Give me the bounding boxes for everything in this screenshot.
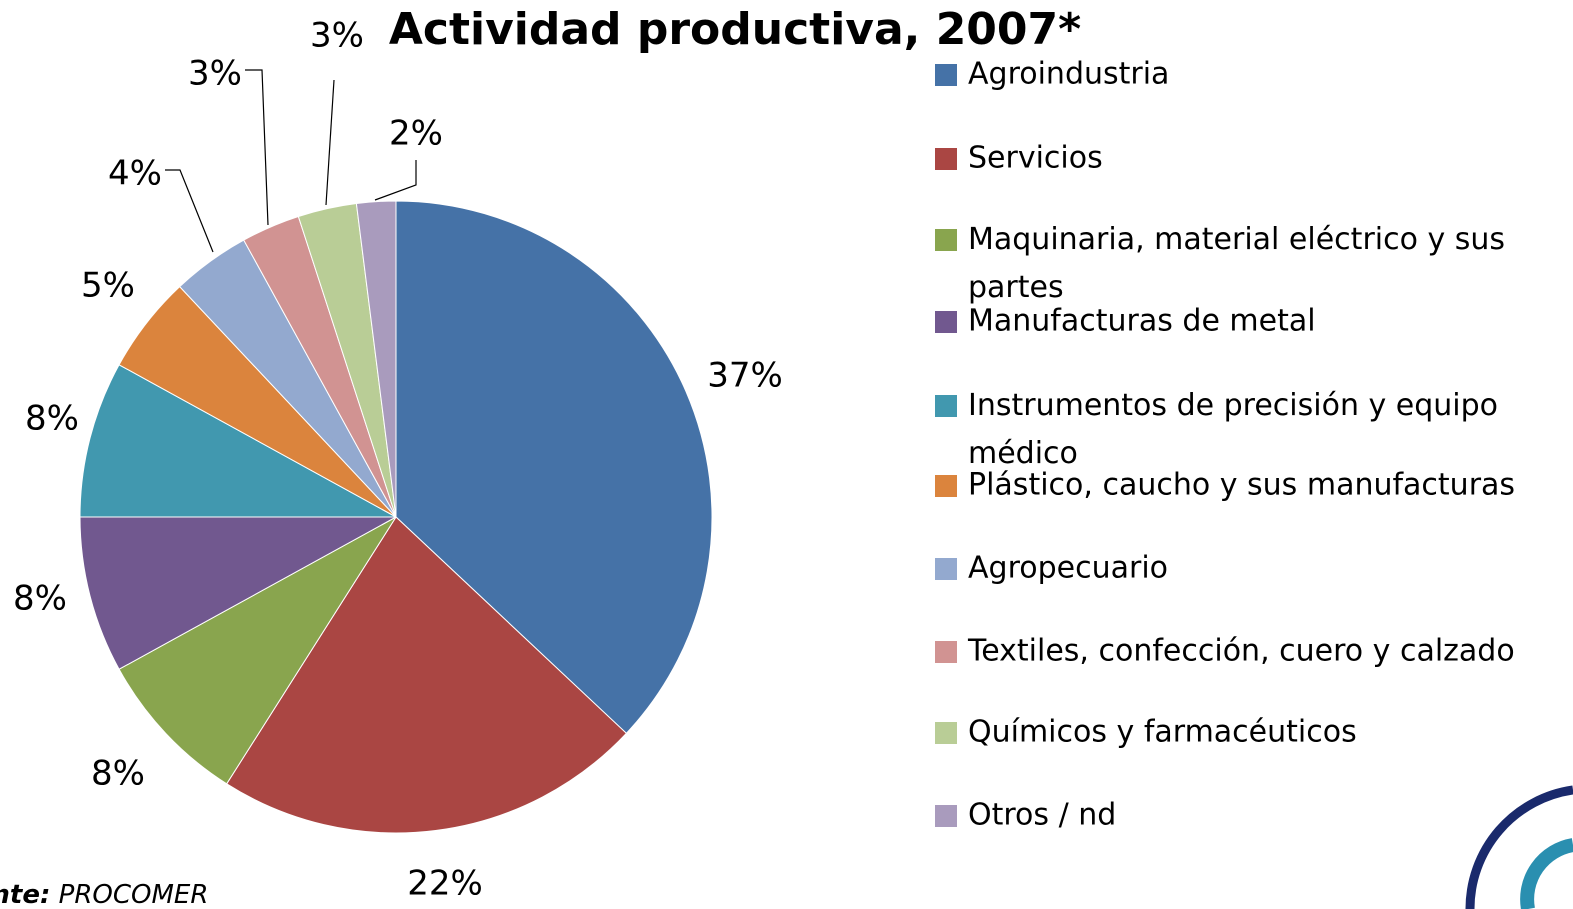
- data-label: 2%: [389, 114, 443, 154]
- legend-swatch: [935, 722, 957, 744]
- source-label: Fuente:: [0, 880, 50, 909]
- legend-swatch: [935, 475, 957, 497]
- legend-label: Manufacturas de metal: [968, 304, 1316, 339]
- leader-line: [245, 69, 269, 226]
- pie-slice: [355, 200, 397, 518]
- source: Fuente: PROCOMER: [0, 880, 208, 909]
- data-label: 3%: [310, 16, 364, 56]
- pie-slice: [225, 516, 628, 834]
- data-label: 3%: [188, 54, 242, 94]
- legend-swatch: [935, 558, 957, 580]
- data-label: 5%: [81, 266, 135, 306]
- legend-swatch: [935, 229, 957, 251]
- leader-line: [165, 169, 214, 253]
- legend-label: Agroindustria: [968, 57, 1169, 92]
- pie-slice: [79, 516, 397, 670]
- legend-label: Textiles, confección, cuero y calzado: [967, 634, 1515, 669]
- source-name: PROCOMER: [59, 880, 209, 909]
- data-label: 8%: [25, 399, 79, 439]
- data-label: 4%: [108, 154, 162, 194]
- data-label: 22%: [407, 864, 483, 904]
- legend-line: Maquinaria, material eléctrico y sus: [968, 222, 1505, 257]
- pie-slice: [395, 200, 713, 735]
- legend-swatch: [935, 311, 957, 333]
- legend-line: Instrumentos de precisión y equipo: [968, 388, 1498, 423]
- data-label: 8%: [91, 754, 145, 794]
- data-label: 8%: [13, 579, 67, 619]
- data-label: 37%: [707, 356, 783, 396]
- legend-label: Servicios: [968, 141, 1103, 176]
- legend-swatch: [935, 148, 957, 170]
- leader-line: [374, 160, 417, 201]
- chart-title: Actividad productiva, 2007*: [389, 4, 1081, 55]
- logo: [1465, 785, 1573, 909]
- legend-label: Plástico, caucho y sus manufacturas: [968, 468, 1515, 503]
- legend-label: Químicos y farmacéuticos: [968, 715, 1357, 750]
- legend-swatch: [935, 395, 957, 417]
- legend-label: Otros / nd: [968, 798, 1116, 833]
- legend-swatch: [935, 805, 957, 827]
- legend-swatch: [935, 641, 957, 663]
- legend-line: médico: [968, 436, 1078, 471]
- leader-line: [325, 79, 335, 206]
- legend-line: partes: [968, 270, 1064, 305]
- pie-slice: [118, 516, 397, 785]
- legend-swatch: [935, 64, 957, 86]
- pie-slice: [79, 364, 397, 518]
- legend-label: Agropecuario: [968, 551, 1168, 586]
- legend-label: Instrumentos de precisión y equipo médico: [968, 388, 1498, 471]
- legend-label: Maquinaria, material eléctrico y sus part…: [968, 222, 1505, 305]
